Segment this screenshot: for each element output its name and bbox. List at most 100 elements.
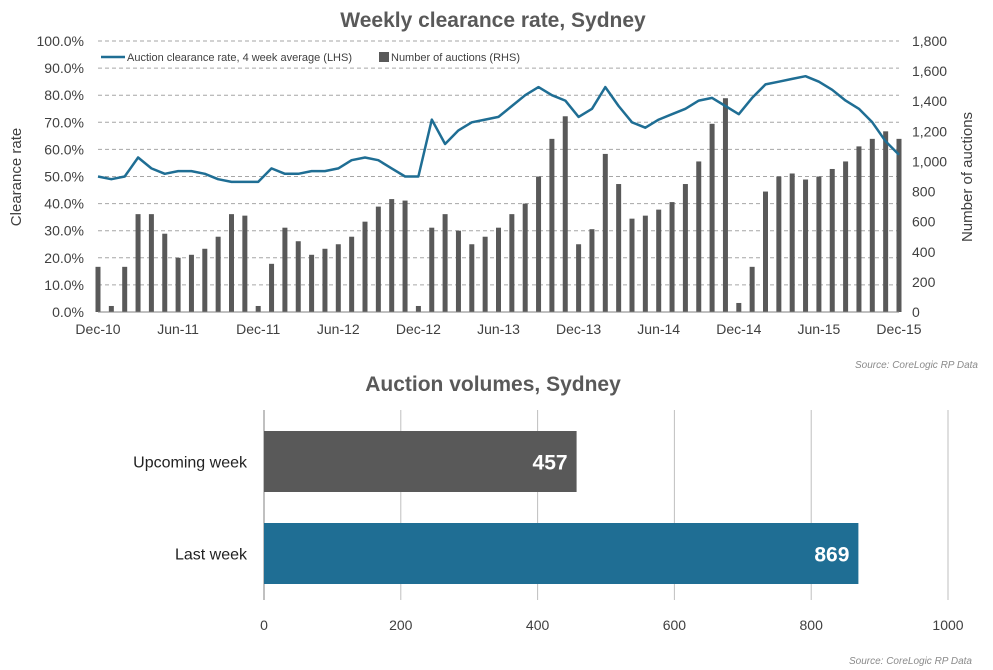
auction-bar (803, 179, 809, 312)
left-y-tick-label: 10.0% (44, 277, 84, 293)
left-y-tick-label: 30.0% (44, 223, 84, 239)
category-label: Upcoming week (133, 455, 248, 472)
x-tick-label: Dec-11 (236, 321, 280, 337)
legend-bar-swatch (379, 52, 389, 62)
auction-bar (135, 214, 141, 312)
left-y-tick-label: 50.0% (44, 169, 84, 185)
auction-bar (763, 191, 768, 312)
left-y-tick-label: 100.0% (37, 33, 84, 49)
x-tick-label: Jun-11 (157, 321, 199, 337)
right-y-tick-label: 1,600 (912, 63, 947, 79)
left-y-axis-ticks: 0.0% 10.0% 20.0% 30.0% 40.0% 50.0% 60.0% 70.0% 8… (37, 33, 84, 320)
auction-bar (415, 305, 421, 312)
x-tick-label: Dec-14 (716, 321, 761, 337)
left-y-tick-label: 80.0% (44, 87, 84, 103)
volumes-x-tick-label: 400 (526, 617, 550, 633)
x-tick-label: Dec-13 (556, 321, 601, 337)
auction-count-bars (95, 98, 902, 313)
clearance-chart: Weekly clearance rate, Sydney 0.0% 10.0% 2… (8, 9, 978, 371)
auction-bar (696, 161, 702, 312)
auction-bar (309, 254, 315, 312)
auction-bar (749, 266, 755, 312)
auction-bar (829, 168, 835, 312)
right-y-tick-label: 0 (912, 304, 920, 320)
x-tick-label: Jun-14 (637, 321, 680, 337)
x-tick-label: Dec-12 (396, 321, 441, 337)
x-axis-ticks: Dec-10 Jun-11 Dec-11 Jun-12 Dec-12 Jun-13 Dec-… (75, 321, 921, 337)
legend-number-of-auctions: Number of auctions (RHS) (391, 52, 520, 64)
auction-bar (589, 229, 595, 312)
auction-bar (669, 202, 675, 312)
left-y-tick-label: 20.0% (44, 250, 84, 266)
left-axis-title: Clearance rate (8, 128, 25, 226)
auction-bar (576, 244, 582, 312)
auction-bar (896, 138, 902, 312)
auction-bar (202, 248, 208, 312)
auction-bar (709, 123, 715, 312)
right-y-axis-ticks: 0 200 400 600 800 1,000 1,200 1,400 1,600 1,800 (912, 33, 947, 320)
auction-bar (869, 138, 875, 312)
x-tick-label: Jun-15 (797, 321, 840, 337)
bar-value-label: 457 (533, 452, 568, 475)
right-y-tick-label: 1,200 (912, 123, 947, 139)
volumes-x-tick-label: 600 (663, 617, 687, 633)
left-y-tick-label: 60.0% (44, 141, 84, 157)
volumes-x-tick-label: 200 (389, 617, 413, 633)
auction-bar (188, 254, 194, 312)
left-y-tick-label: 90.0% (44, 60, 84, 76)
x-tick-label: Dec-15 (876, 321, 921, 337)
right-y-tick-label: 600 (912, 214, 936, 230)
auction-bar (322, 248, 328, 312)
auction-bar (442, 214, 448, 312)
auction-bar (335, 244, 341, 312)
auction-bar (95, 266, 101, 312)
auction-bar (242, 215, 248, 312)
volume-bar (264, 431, 577, 492)
auction-bar (789, 173, 795, 312)
auction-bar (722, 98, 728, 312)
auction-bar (108, 305, 114, 312)
auction-bar (629, 218, 635, 312)
clearance-chart-title: Weekly clearance rate, Sydney (340, 9, 646, 32)
auction-bar (229, 214, 234, 312)
auction-bar (402, 200, 408, 312)
x-tick-label: Dec-10 (75, 321, 120, 337)
auction-bar (175, 257, 181, 312)
auction-bar (496, 227, 501, 312)
auction-bar (536, 176, 542, 312)
left-y-tick-label: 40.0% (44, 196, 84, 212)
volumes-x-tick-label: 0 (260, 617, 268, 633)
volumes-x-axis-ticks: 0 200 400 600 800 1000 (260, 617, 964, 633)
auction-bar (616, 184, 622, 312)
auction-bar (282, 227, 288, 312)
auction-bar (269, 263, 275, 312)
auction-bar (736, 302, 742, 312)
auction-bar (509, 214, 515, 312)
auction-bar (148, 214, 154, 312)
auction-bar (883, 131, 889, 312)
auction-bar (562, 116, 568, 313)
auction-bar (429, 227, 435, 312)
auction-bar (602, 153, 608, 312)
volumes-x-tick-label: 1000 (932, 617, 963, 633)
auction-bar (389, 199, 395, 312)
right-y-tick-label: 1,400 (912, 93, 947, 109)
auction-bar (122, 266, 128, 312)
auction-bar (162, 233, 168, 312)
auction-bar (642, 215, 648, 312)
auction-bar (362, 221, 368, 312)
volumes-x-tick-label: 800 (800, 617, 824, 633)
auction-bar (856, 146, 862, 312)
auction-bar (295, 241, 301, 312)
right-y-tick-label: 1,000 (912, 153, 947, 169)
left-y-tick-label: 70.0% (44, 114, 84, 130)
volumes-chart-source: Source: CoreLogic RP Data (849, 656, 972, 667)
volume-bar (264, 523, 859, 584)
clearance-chart-source: Source: CoreLogic RP Data (855, 360, 978, 371)
volume-bars: Upcoming week 457 Last week 869 (133, 431, 859, 584)
right-axis-title: Number of auctions (959, 112, 976, 242)
auction-bar (255, 305, 261, 312)
right-y-tick-label: 800 (912, 184, 936, 200)
auction-bar (482, 236, 488, 312)
auction-bar (843, 161, 849, 312)
